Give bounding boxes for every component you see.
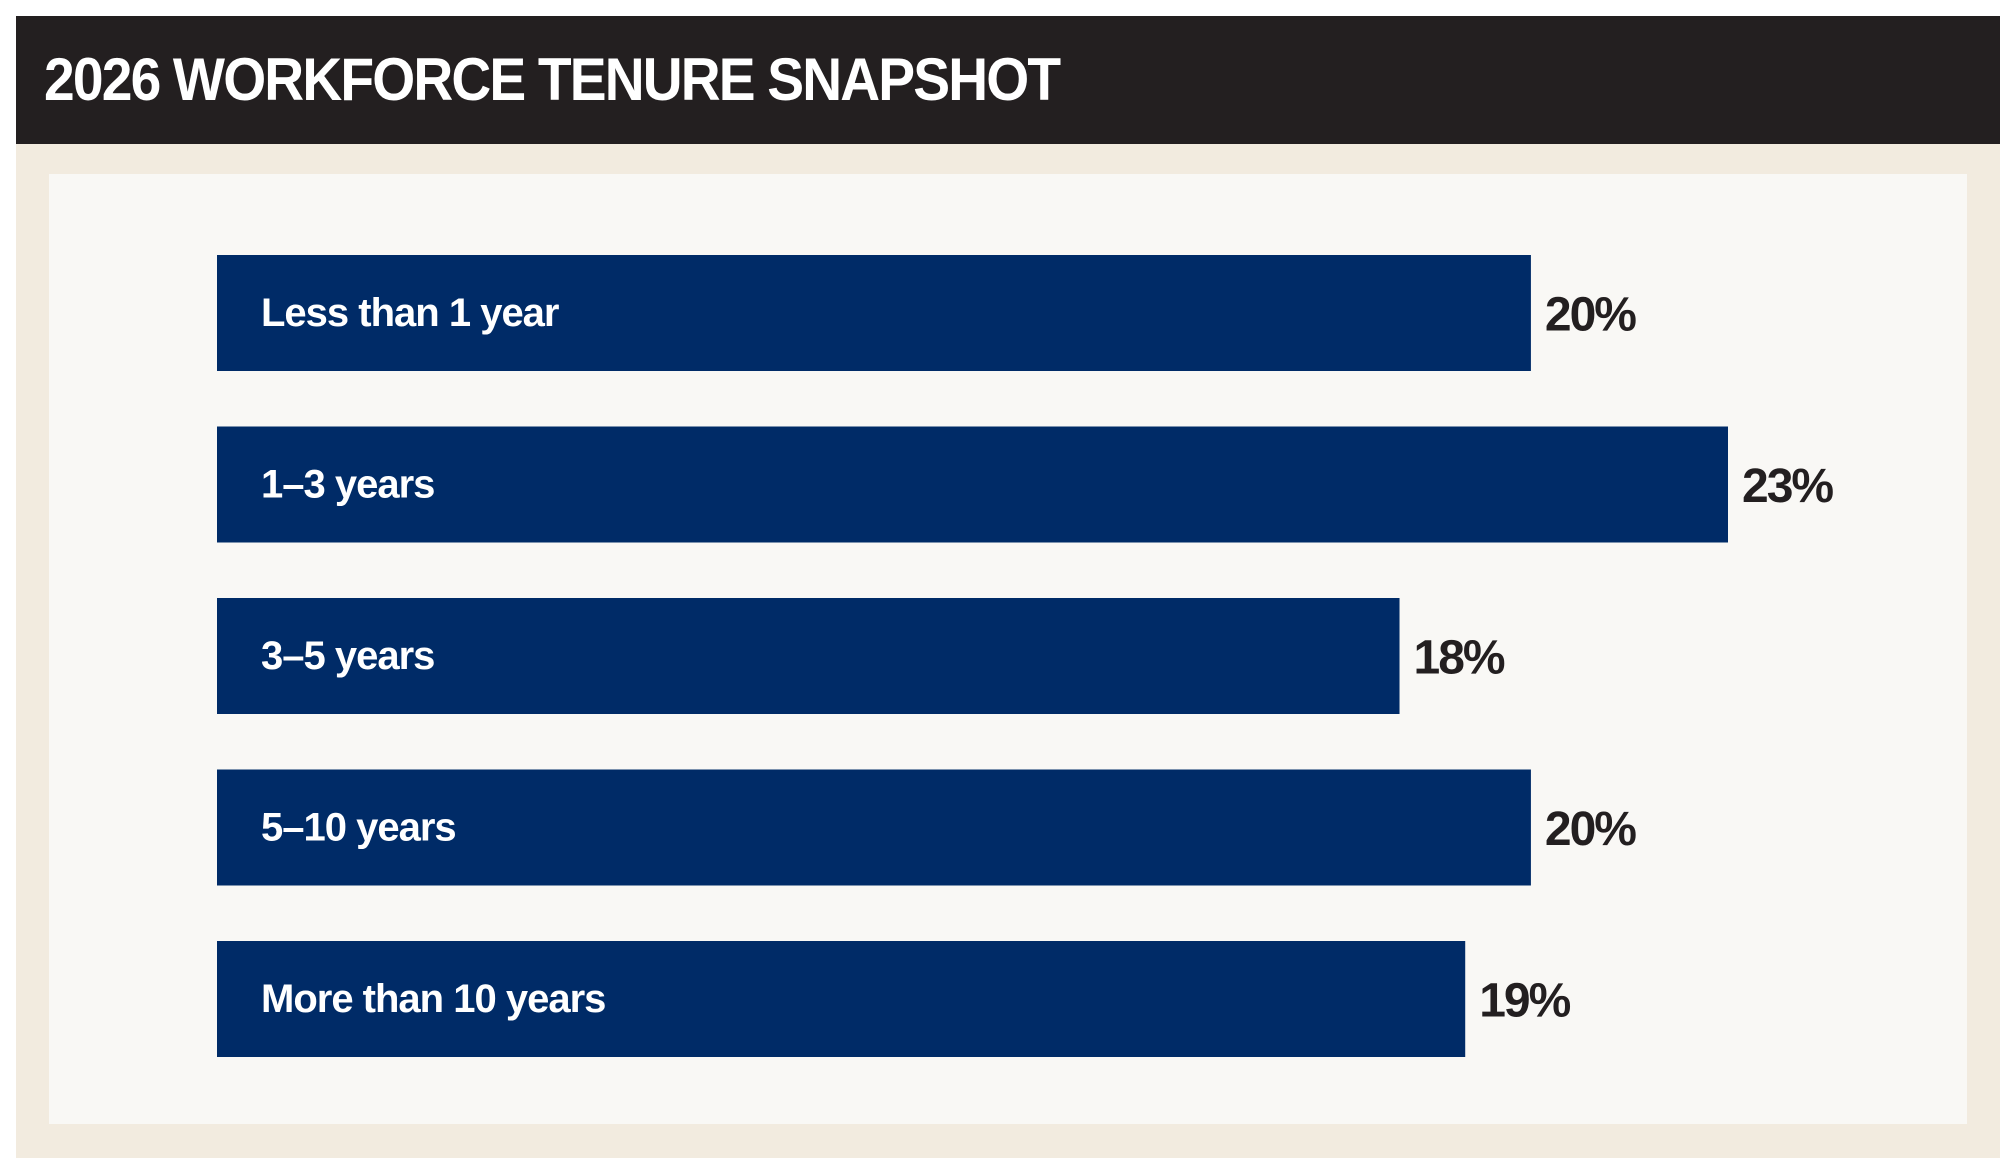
value-label-3: 20% bbox=[1545, 803, 1636, 856]
category-label-4: More than 10 years bbox=[261, 977, 605, 1021]
value-label-1: 23% bbox=[1742, 460, 1833, 513]
title-bar: 2026 WORKFORCE TENURE SNAPSHOT bbox=[16, 16, 2000, 144]
chart-frame: 2026 WORKFORCE TENURE SNAPSHOT Less than… bbox=[16, 16, 2000, 1158]
bar-4 bbox=[217, 941, 1466, 1057]
value-label-4: 19% bbox=[1479, 975, 1570, 1028]
category-label-0: Less than 1 year bbox=[261, 291, 559, 335]
bar-2 bbox=[217, 598, 1400, 714]
value-label-0: 20% bbox=[1545, 289, 1636, 342]
category-label-2: 3–5 years bbox=[261, 634, 434, 678]
bar-1 bbox=[217, 426, 1728, 543]
value-label-2: 18% bbox=[1414, 632, 1505, 685]
category-label-3: 5–10 years bbox=[261, 806, 456, 850]
bar-0 bbox=[217, 255, 1531, 371]
chart-title: 2026 WORKFORCE TENURE SNAPSHOT bbox=[44, 46, 1061, 113]
bar-chart: Less than 1 year 20% 1–3 years 23% 3–5 years… bbox=[217, 255, 1835, 1057]
category-label-1: 1–3 years bbox=[261, 463, 434, 507]
chart-panel: Less than 1 year 20% 1–3 years 23% 3–5 years… bbox=[49, 174, 1967, 1124]
bar-3 bbox=[217, 769, 1531, 886]
